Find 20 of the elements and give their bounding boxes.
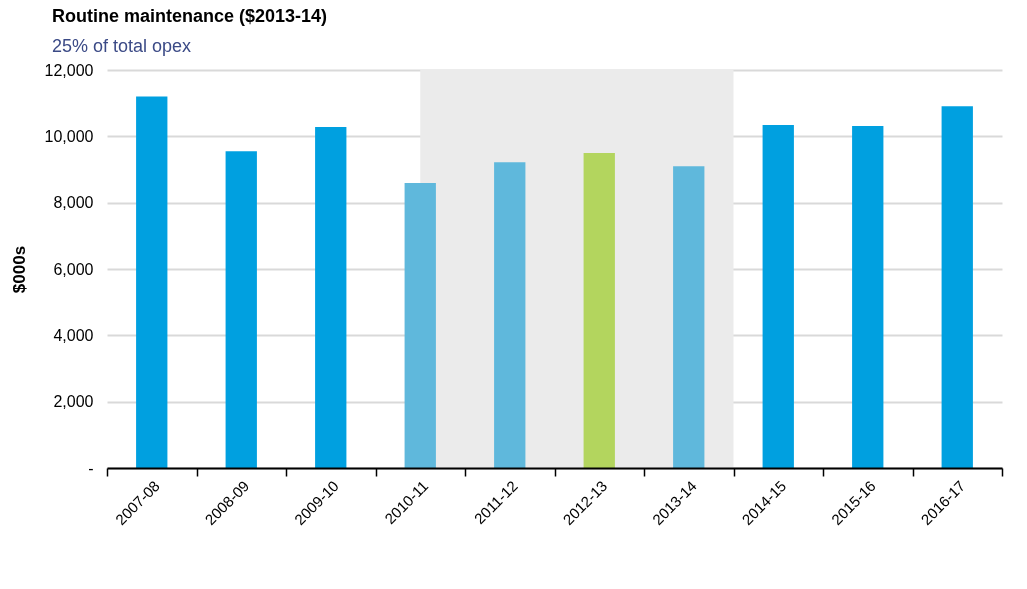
chart-subtitle: 25% of total opex xyxy=(52,36,192,56)
bar xyxy=(494,162,526,468)
chart-title: Routine maintenance ($2013-14) xyxy=(52,6,328,26)
y-tick-label: 2,000 xyxy=(53,393,94,411)
bar xyxy=(673,166,705,468)
bar xyxy=(136,96,168,468)
y-tick-label: - xyxy=(88,459,94,477)
bar xyxy=(225,151,257,468)
bar xyxy=(762,125,794,468)
y-tick-label: 4,000 xyxy=(53,326,94,344)
bar xyxy=(404,183,436,468)
y-tick-label: 10,000 xyxy=(44,127,94,145)
bar xyxy=(941,106,973,468)
y-tick-label: 8,000 xyxy=(53,194,94,212)
y-axis-title: $000s xyxy=(9,245,29,294)
y-tick-label: 12,000 xyxy=(44,61,94,79)
y-tick-label: 6,000 xyxy=(53,260,94,278)
bar xyxy=(315,127,347,468)
bar xyxy=(583,152,615,468)
bar xyxy=(852,126,884,468)
